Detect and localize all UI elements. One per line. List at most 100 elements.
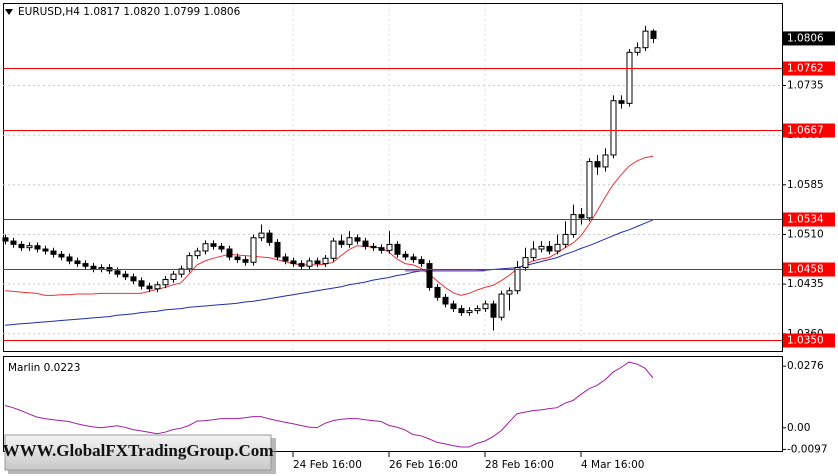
candle-body	[258, 232, 265, 239]
candle-body	[26, 245, 33, 249]
candle-body	[250, 237, 257, 263]
x-tick-label: 26 Feb 16:00	[389, 459, 458, 471]
candle-body	[466, 310, 473, 314]
candle-body	[98, 267, 105, 270]
candle-body	[34, 245, 41, 250]
candle-body	[634, 47, 641, 53]
candle-body	[266, 232, 273, 243]
level-label-box	[783, 212, 835, 227]
candle-body	[410, 256, 417, 261]
candle-body	[458, 308, 465, 314]
candle-body	[474, 308, 481, 312]
level-label: 1.0458	[787, 264, 824, 276]
candle-body	[58, 253, 65, 258]
candle-body	[66, 256, 73, 262]
candle-body	[538, 245, 545, 250]
candle-body	[546, 245, 553, 252]
candle-body	[242, 259, 249, 263]
candle-body	[602, 154, 609, 168]
moving-average	[4, 219, 654, 326]
candle-body	[586, 161, 593, 219]
y-tick-label: 0.0276	[787, 360, 824, 372]
y-tick-label: 0.00	[787, 422, 810, 434]
candle-body	[578, 214, 585, 219]
candle-body	[138, 280, 145, 287]
candle-body	[362, 240, 369, 247]
candle-body	[122, 273, 129, 278]
y-tick-label: 1.0510	[787, 228, 824, 240]
candle-body	[170, 273, 177, 280]
candle-body	[290, 260, 297, 265]
candle-body	[530, 248, 537, 259]
watermark: WWW.GlobalFXTradingGroup.Com	[3, 434, 276, 474]
indicator-title: Marlin 0.0223	[8, 362, 80, 374]
watermark-box	[4, 434, 272, 471]
candle-body	[274, 241, 281, 258]
candle-body	[202, 243, 209, 252]
level-label-box	[783, 262, 835, 277]
y-tick-label: 1.0435	[787, 278, 824, 290]
candle-body	[154, 284, 161, 290]
candle-body	[306, 260, 313, 267]
candle-body	[378, 247, 385, 251]
moving-average	[4, 155, 654, 296]
candle-body	[594, 161, 601, 168]
watermark-text: WWW.GlobalFXTradingGroup.Com	[3, 441, 274, 460]
candle-body	[522, 257, 529, 269]
candle-body	[434, 286, 441, 298]
candle-body	[90, 265, 97, 270]
candle-body	[346, 237, 353, 245]
candle-body	[506, 290, 513, 295]
level-label-box	[783, 61, 835, 76]
candle-body	[442, 296, 449, 305]
x-tick-label: 28 Feb 16:00	[485, 459, 554, 471]
candle-body	[482, 303, 489, 310]
candle-body	[386, 243, 393, 251]
candle-body	[626, 51, 633, 104]
candle-body	[186, 255, 193, 270]
candle-body	[394, 243, 401, 255]
menu-triangle	[5, 9, 13, 15]
candle-body	[298, 263, 305, 267]
candle-body	[498, 293, 505, 318]
x-tick-label: 4 Mar 16:00	[581, 459, 644, 471]
candle-body	[2, 237, 9, 242]
candle-body	[490, 303, 497, 318]
candle-body	[18, 243, 25, 249]
level-label: 1.0667	[787, 125, 824, 137]
last-price-box	[783, 31, 835, 46]
candle-body	[570, 214, 577, 235]
last-price-label: 1.0806	[787, 32, 824, 44]
candle-body	[642, 30, 649, 49]
candle-body	[450, 303, 457, 310]
chart-title: EURUSD,H4 1.0817 1.0820 1.0799 1.0806	[18, 6, 241, 18]
candle-body	[130, 276, 137, 282]
candle-body	[514, 267, 521, 292]
candle-body	[426, 263, 433, 288]
y-tick-label: 1.0735	[787, 79, 824, 91]
candle-body	[42, 248, 49, 252]
candle-body	[402, 253, 409, 258]
candle-body	[330, 240, 337, 259]
candle-body	[50, 250, 57, 255]
level-label: 1.0762	[787, 63, 824, 75]
candle-body	[178, 268, 185, 275]
level-label-box	[783, 333, 835, 348]
candle-body	[194, 250, 201, 257]
candle-body	[282, 256, 289, 262]
level-label: 1.0350	[787, 335, 824, 347]
candle-body	[74, 260, 81, 265]
candle-body	[418, 259, 425, 265]
candle-body	[562, 233, 569, 245]
candle-body	[234, 256, 241, 261]
oscillator-line	[4, 361, 654, 448]
candle-body	[322, 257, 329, 265]
candle-body	[146, 285, 153, 290]
candle-body	[370, 245, 377, 249]
candle-body	[210, 243, 217, 247]
level-label-box	[783, 123, 835, 138]
candle-body	[162, 278, 169, 286]
